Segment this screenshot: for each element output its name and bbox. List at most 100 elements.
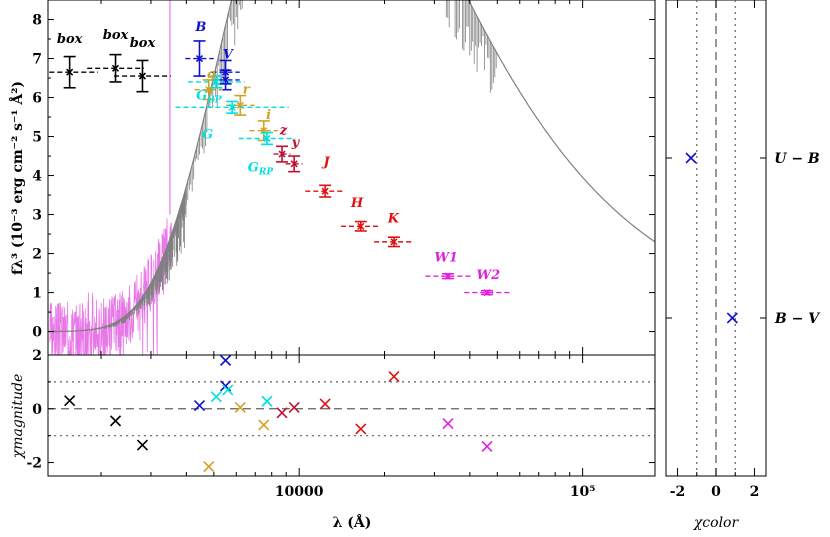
band-label-z: z — [279, 124, 288, 139]
residual-panel-frame — [47, 354, 656, 477]
sed-y-tick-label: 2 — [32, 247, 42, 263]
sed-y-tick-label: 0 — [32, 325, 42, 341]
band-label-box: box — [57, 32, 83, 47]
sed-y-tick-label: 4 — [32, 169, 42, 185]
color-points: U − B B − V — [666, 151, 821, 327]
residual-y-tick: -2 — [26, 456, 655, 472]
photometry-point-h — [340, 220, 381, 232]
residual-y-tick: 0 — [32, 402, 655, 418]
sed-y-tick-label: 3 — [32, 208, 42, 224]
residual-point — [193, 399, 206, 412]
residual-point — [64, 395, 76, 407]
band-label-k: K — [387, 211, 400, 226]
residual-point — [203, 461, 215, 473]
band-label-box: box — [103, 28, 129, 43]
residual-point — [319, 398, 331, 410]
residual-y-tick-label: 2 — [32, 348, 42, 364]
band-label-h: H — [350, 196, 364, 211]
band-label-i: i — [266, 108, 271, 123]
color-point — [726, 312, 738, 324]
residual-panel: -2 0 2 10000 10⁵ χmagnitude λ (Å) — [10, 0, 656, 531]
residual-point — [220, 355, 232, 366]
residual-point — [234, 401, 246, 413]
sed-y-tick: 1 — [32, 286, 655, 302]
color-x-tick-label: 2 — [750, 484, 760, 500]
photometry-point-g — [175, 100, 289, 114]
photometry-point-g-bp — [187, 75, 245, 89]
sed-y-tick: 6 — [32, 91, 655, 107]
photometry-point-j — [305, 184, 345, 198]
band-label-g-rp: GRP — [248, 161, 274, 178]
photometry-point-k — [374, 236, 414, 248]
band-label-g-bp: GBP — [196, 88, 222, 105]
color-x-tick-label: 0 — [711, 484, 721, 500]
residual-point — [210, 391, 222, 403]
band-label-y: y — [291, 135, 301, 150]
residual-point — [388, 370, 400, 383]
color-x-tick: -2 — [670, 0, 686, 500]
residual-point — [258, 419, 270, 431]
band-label-b: B — [194, 20, 206, 35]
color-x-tick-label: -2 — [670, 484, 686, 500]
residual-y-ticks: -2 0 2 — [26, 348, 655, 472]
sed-y-tick: 8 — [32, 13, 655, 29]
color-axis-label: χcolor — [693, 515, 740, 531]
residual-y-axis-label: χmagnitude — [10, 374, 26, 459]
residual-point — [261, 395, 273, 407]
residual-point — [355, 423, 367, 435]
sed-y-tick-label: 5 — [32, 130, 42, 146]
residual-point — [442, 418, 454, 430]
residual-point — [276, 407, 288, 419]
sed-y-tick: 5 — [32, 130, 655, 146]
band-label-g: g — [207, 67, 216, 82]
photometry-point-box — [48, 55, 99, 89]
band-label-w2: W2 — [477, 268, 501, 283]
photometry-point-g-rp — [238, 131, 296, 146]
sed-y-tick-label: 6 — [32, 91, 42, 107]
color-x-ticks: -2 0 2 — [670, 0, 760, 500]
band-label-r: r — [243, 83, 251, 98]
sed-y-axis-label: fλ³ (10⁻³ erg cm⁻² s⁻¹ Å²) — [8, 81, 26, 275]
wavelength-tick-label: 10000 — [275, 484, 324, 500]
sed-y-tick-label: 7 — [32, 52, 42, 68]
wavelength-axis-label: λ (Å) — [333, 513, 372, 531]
sed-y-tick-label: 1 — [32, 286, 42, 302]
color-residual-panel: U − B B − V -2 0 2 χcolor — [665, 0, 821, 531]
uv-spectrum — [49, 218, 172, 355]
residual-point — [136, 439, 149, 451]
sed-y-ticks: 0 1 2 3 4 5 6 7 8 — [32, 13, 655, 341]
photometry-point-g — [194, 79, 223, 101]
color-x-tick: 0 — [711, 0, 721, 500]
sed-y-tick-label: 8 — [32, 13, 42, 29]
photometry-points — [48, 40, 510, 297]
sed-y-tick: 3 — [32, 208, 655, 224]
color-point — [685, 152, 697, 164]
photometry-point-b — [185, 40, 214, 77]
residual-point — [109, 415, 122, 427]
photometry-point-w1 — [425, 272, 471, 280]
color-x-tick: 2 — [750, 0, 760, 500]
observed-spectrum — [49, 0, 172, 355]
residual-y-tick-label: 0 — [32, 402, 42, 418]
color-reference-lines — [696, 0, 736, 476]
color-row-label: B − V — [774, 311, 821, 327]
color-row-label: U − B — [774, 151, 820, 167]
sed-y-tick: 4 — [32, 169, 655, 185]
residual-y-tick-label: -2 — [26, 456, 42, 472]
wavelength-tick-label: 10⁵ — [570, 484, 596, 500]
photometry-point-y — [285, 155, 303, 173]
residual-point — [222, 384, 234, 396]
band-label-w1: W1 — [434, 250, 458, 265]
photometry-point-i — [249, 120, 278, 142]
band-label-box: box — [130, 36, 156, 51]
sed-y-tick: 2 — [32, 247, 655, 263]
photometry-point-box — [87, 53, 144, 83]
photometry-point-z — [273, 145, 291, 163]
band-label-j: J — [321, 155, 331, 170]
residual-y-tick: 2 — [32, 348, 655, 364]
sed-y-tick: 0 — [32, 325, 655, 341]
wavelength-x-ticks: 10000 10⁵ — [100, 0, 596, 500]
